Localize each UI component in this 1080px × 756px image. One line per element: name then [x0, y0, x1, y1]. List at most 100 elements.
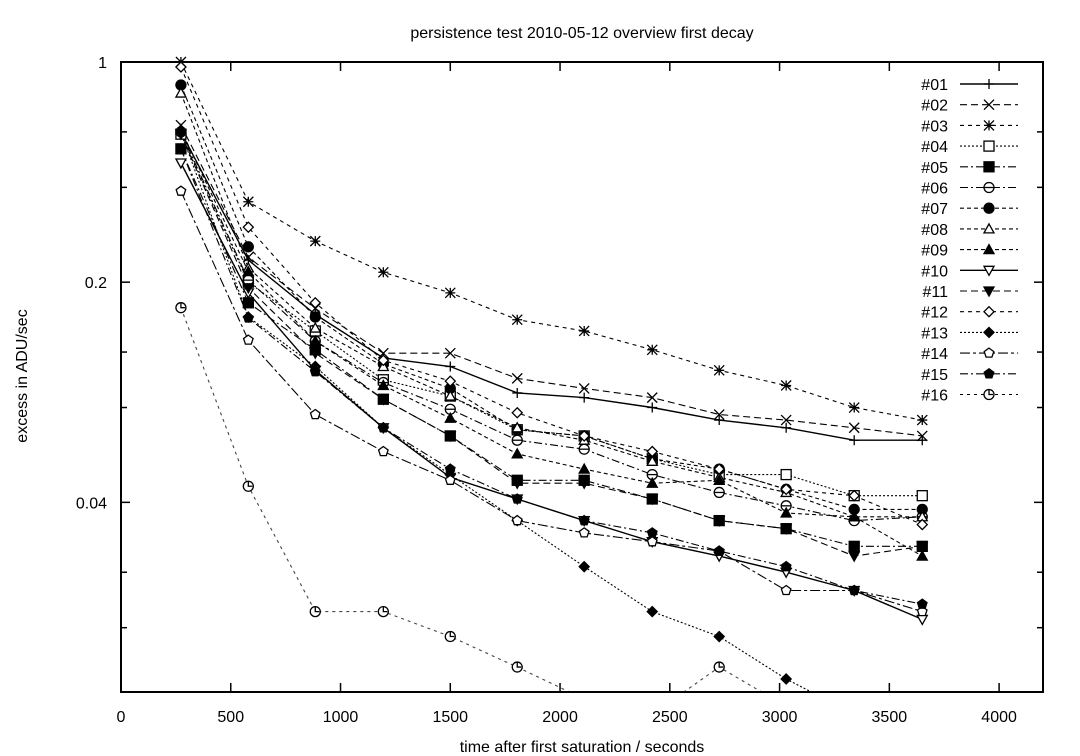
x-tick-label: 1000 [323, 709, 359, 726]
legend-label: #14 [921, 346, 948, 363]
legend-marker [983, 140, 995, 152]
series-line-06 [180, 131, 923, 522]
data-point-01 [579, 392, 590, 403]
data-point-11 [578, 478, 591, 490]
data-point-07 [242, 241, 254, 253]
legend-item: #10 [921, 263, 1018, 280]
legend-label: #15 [921, 367, 948, 384]
legend-marker [983, 347, 995, 358]
data-point-05 [242, 297, 254, 309]
series-line-15 [180, 148, 923, 605]
data-point-02 [511, 372, 523, 384]
legend-marker [983, 161, 995, 173]
legend-label: #13 [921, 325, 948, 342]
data-point-13 [713, 630, 726, 643]
legend-marker [983, 326, 995, 339]
data-point-09 [511, 447, 524, 459]
data-point-01 [647, 402, 658, 413]
x-tick-label: 1500 [432, 709, 468, 726]
data-point-11 [444, 431, 457, 443]
data-point-11 [848, 551, 861, 563]
data-point-14 [646, 535, 658, 547]
data-point-16 [175, 302, 187, 314]
data-point-03 [444, 287, 456, 299]
series-line-05 [180, 148, 923, 547]
data-point-13 [646, 605, 659, 618]
data-point-12 [578, 430, 591, 442]
data-point-02 [916, 430, 928, 442]
chart-title: persistence test 2010-05-12 overview fir… [410, 25, 753, 42]
data-point-12 [713, 463, 726, 476]
axis-ticks: 0 500 1000 1500 2000 2500 3000 3500 4000 1 0.2 0.04 [76, 55, 1043, 726]
legend-marker [982, 222, 996, 234]
series-line-04 [180, 133, 923, 497]
x-tick-label: 3000 [762, 709, 798, 726]
data-point-03 [578, 325, 590, 337]
legend-label: #16 [921, 388, 948, 405]
series-line-12 [180, 66, 923, 526]
data-point-15 [309, 365, 321, 377]
data-point-12 [444, 375, 457, 388]
data-point-13 [578, 560, 591, 573]
data-point-15 [242, 312, 254, 323]
data-point-08 [309, 321, 322, 333]
data-point-09 [377, 379, 390, 391]
x-tick-label: 3500 [872, 709, 908, 726]
legend-item: #06 [921, 181, 1018, 198]
series-line-16 [180, 307, 763, 692]
data-point-02 [780, 414, 792, 426]
data-point-15 [511, 493, 523, 504]
data-point-12 [309, 296, 322, 309]
data-point-11 [646, 494, 659, 506]
series-line-13 [180, 131, 813, 692]
data-point-03 [511, 314, 523, 326]
data-point-15 [377, 422, 389, 433]
legend-item: #07 [921, 201, 1018, 218]
data-point-09 [578, 462, 591, 474]
data-point-06 [578, 443, 590, 455]
x-tick-label: 2000 [542, 709, 578, 726]
legend-label: #03 [921, 118, 948, 135]
legend-marker [984, 79, 994, 89]
data-point-03 [646, 344, 658, 356]
data-point-09 [713, 473, 726, 485]
data-point-01 [781, 422, 792, 433]
series-line-14 [180, 190, 923, 613]
data-point-15 [780, 560, 792, 572]
data-point-02 [242, 251, 254, 263]
legend-label: #01 [921, 77, 948, 94]
data-point-09 [309, 334, 322, 346]
legend-item: #14 [921, 346, 1018, 363]
series-line-09 [180, 129, 923, 557]
legend-item: #05 [921, 160, 1018, 177]
legend-marker [982, 286, 996, 298]
data-point-03 [780, 380, 792, 391]
data-point-14 [511, 514, 523, 526]
data-point-11 [377, 394, 390, 406]
data-point-15 [578, 514, 590, 526]
data-point-12 [511, 406, 524, 419]
data-point-14 [444, 474, 456, 485]
data-point-14 [377, 445, 389, 457]
legend-label: #08 [921, 222, 948, 239]
data-point-12 [780, 483, 793, 496]
data-point-12 [242, 221, 255, 234]
data-point-07 [309, 311, 321, 323]
data-point-14 [309, 408, 321, 420]
legend-label: #11 [922, 284, 948, 301]
legend-marker [983, 388, 995, 401]
data-point-01 [849, 435, 860, 446]
data-point-14 [780, 584, 792, 596]
data-point-06 [713, 486, 725, 499]
data-point-08 [444, 389, 457, 401]
series-line-11 [180, 133, 923, 557]
data-point-14 [578, 527, 590, 538]
legend-marker [982, 265, 996, 277]
legend-item: #16 [921, 388, 1018, 405]
legend-label: #05 [921, 160, 948, 177]
legend: #01 #02 #03 #04 #05 #06 #07 #08 #09 #10 #11 #12 #13 #… [921, 77, 1018, 405]
legend-label: #04 [921, 139, 948, 156]
data-point-12 [916, 518, 929, 531]
data-point-13 [780, 673, 793, 685]
